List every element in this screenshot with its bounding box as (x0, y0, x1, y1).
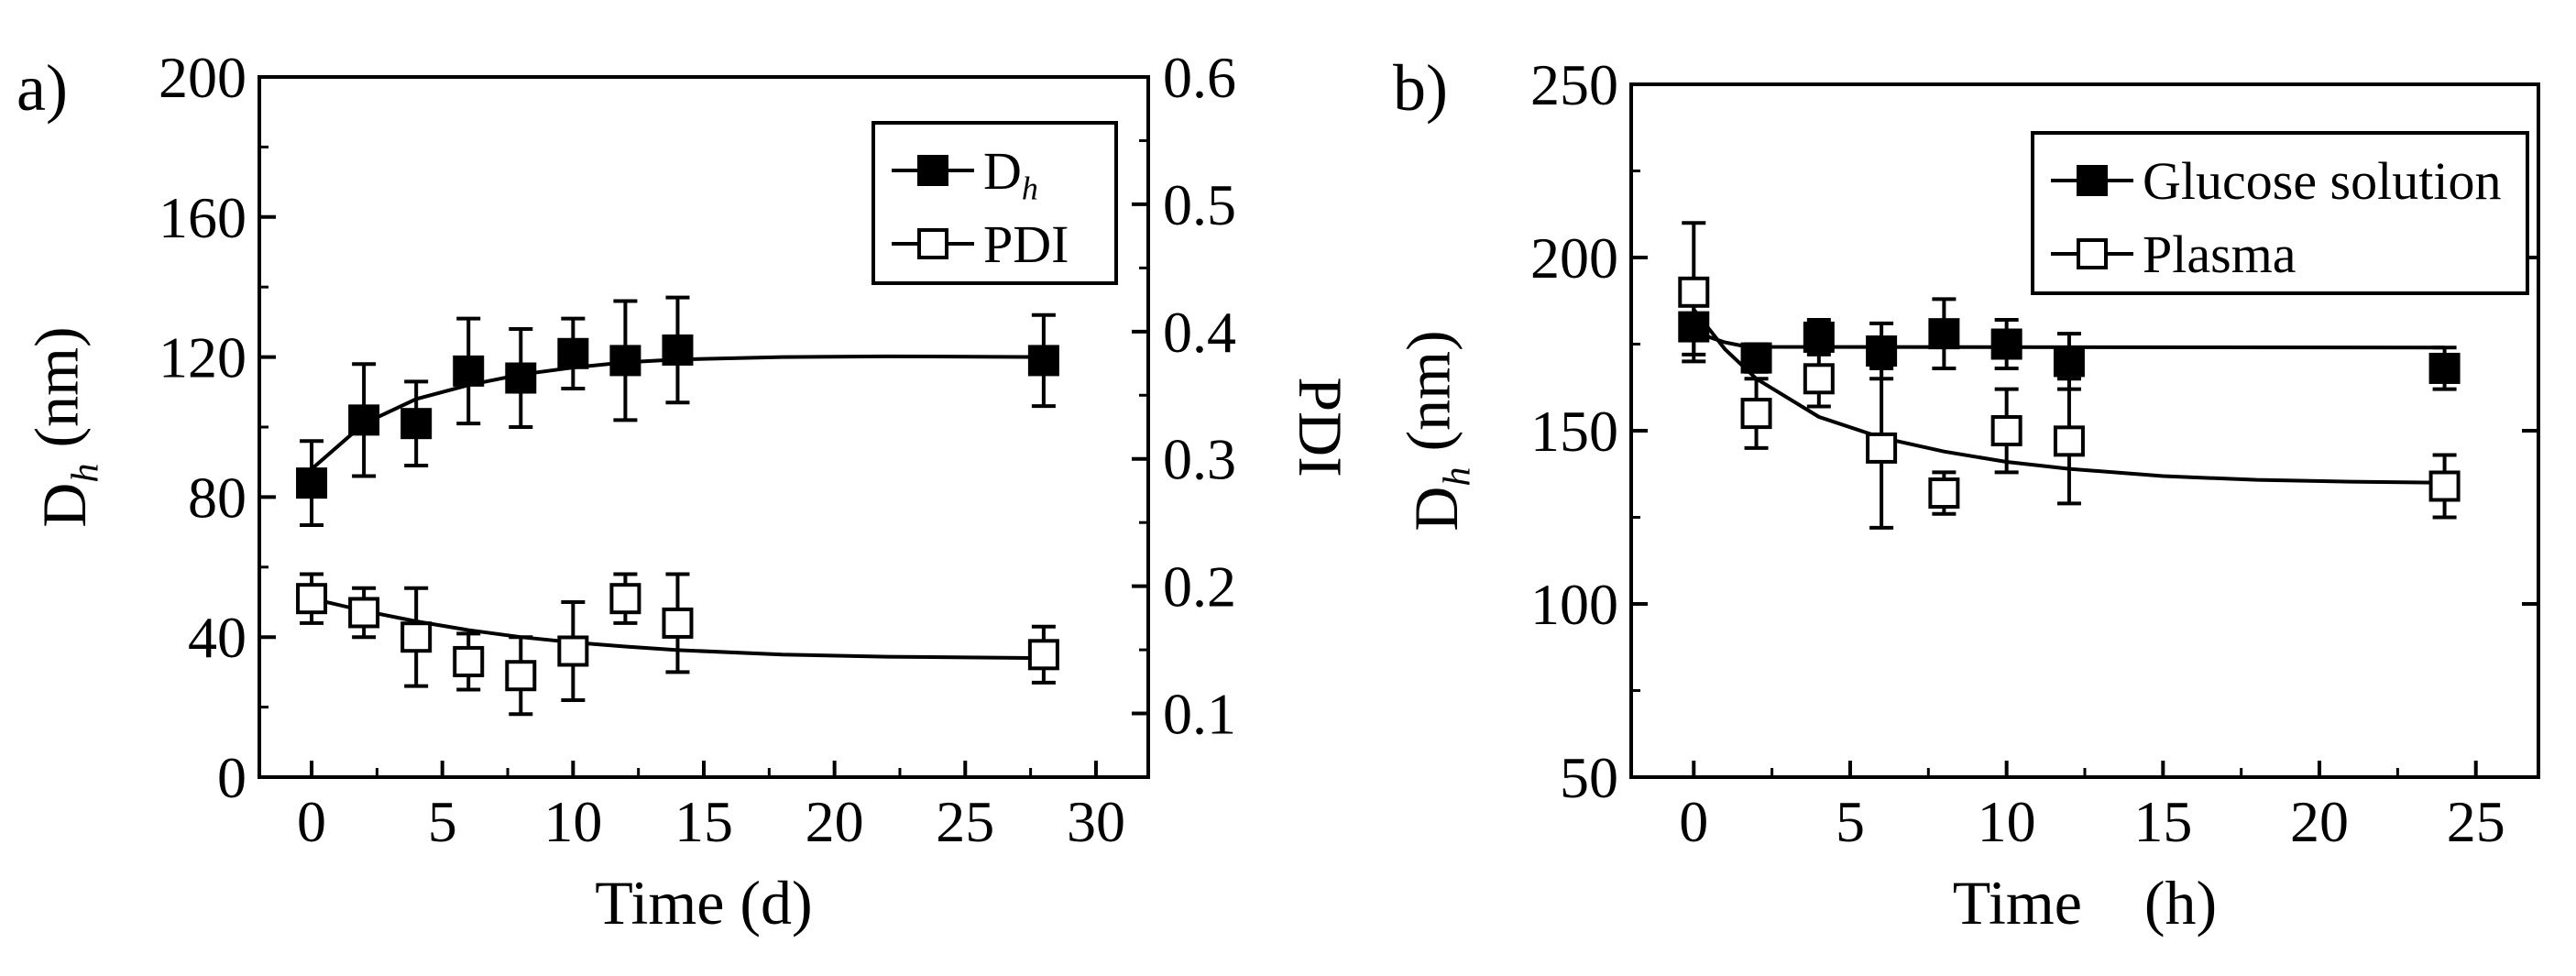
y2-tick-label: 0.2 (1163, 554, 1236, 620)
legend-marker (2077, 238, 2108, 269)
x-tick-label: 15 (2133, 789, 2192, 854)
series-glucose-solution (1678, 297, 2461, 391)
data-point (609, 583, 641, 615)
y-tick-label: 200 (1530, 225, 1618, 291)
y2-tick-label: 0.6 (1163, 45, 1236, 110)
x-tick-label: 5 (428, 789, 457, 854)
y-tick-label: 150 (1530, 399, 1618, 464)
data-point (505, 362, 537, 394)
y2-tick-label: 0.1 (1163, 682, 1236, 747)
data-point (505, 660, 537, 692)
data-point (400, 621, 433, 653)
data-point (1740, 398, 1772, 430)
data-point (2053, 425, 2085, 457)
data-point (400, 408, 433, 440)
data-point (296, 583, 328, 615)
y-tick-label: 100 (1530, 572, 1618, 637)
legend-label: Dh (983, 141, 1038, 207)
panel-label: a) (16, 51, 68, 125)
y-tick-label: 50 (1560, 745, 1618, 810)
x-tick-label: 0 (1679, 789, 1708, 854)
fit-curve (1692, 308, 2445, 485)
chart-panel-a: a) 0 5 10 15 20 25 30 0 40 80 120 160 200 0.1 0.2 0.3 0.4… (16, 45, 1355, 938)
data-point (609, 345, 641, 377)
legend: Glucose solution Plasma (2031, 131, 2529, 295)
panel-label: b) (1393, 51, 1448, 125)
y-tick-label: 160 (159, 185, 247, 250)
data-point (1027, 639, 1059, 671)
data-point (662, 334, 694, 366)
y-axis-label: Dh (nm) (22, 326, 107, 527)
y2-tick-label: 0.3 (1163, 427, 1236, 492)
y-tick-label: 0 (217, 745, 247, 810)
data-point (1990, 328, 2022, 360)
y2-axis-label: PDI (1286, 377, 1355, 477)
x-tick-label: 10 (1978, 789, 2036, 854)
series-d-h (296, 295, 1059, 527)
y-tick-label: 40 (188, 605, 247, 670)
y2-tick-label: 0.4 (1163, 300, 1236, 365)
data-point (1027, 345, 1059, 377)
data-point (1740, 342, 1772, 374)
y2-tick-label: 0.5 (1163, 172, 1236, 237)
legend-label: Glucose solution (2143, 151, 2501, 211)
x-tick-label: 25 (2447, 789, 2505, 854)
data-point (296, 467, 328, 499)
data-point (557, 635, 589, 667)
data-point (348, 404, 380, 436)
x-axis-label: Time (d) (595, 868, 812, 938)
legend: Dh PDI (871, 121, 1118, 285)
series-pdi (296, 572, 1059, 717)
legend-label: Plasma (2143, 225, 2296, 284)
data-point (453, 355, 485, 387)
x-tick-label: 20 (806, 789, 864, 854)
data-point (1928, 477, 1960, 510)
x-tick-label: 25 (936, 789, 994, 854)
series-plasma (1678, 221, 2461, 530)
data-point (2428, 470, 2461, 502)
x-tick-label: 30 (1067, 789, 1125, 854)
y-tick-label: 250 (1530, 52, 1618, 117)
data-point (1803, 321, 1835, 353)
data-point (1866, 335, 1898, 367)
y-axis-label: Dh (nm) (1394, 330, 1479, 531)
y-tick-label: 80 (188, 465, 247, 530)
x-axis-label: Time (h) (1953, 868, 2217, 938)
data-point (1678, 276, 1710, 308)
data-point (348, 597, 380, 629)
legend-box (871, 121, 1118, 285)
legend-marker (2077, 165, 2108, 196)
data-point (662, 607, 694, 639)
legend-label: PDI (983, 214, 1069, 274)
data-point (1990, 415, 2022, 446)
x-tick-label: 5 (1836, 789, 1865, 854)
data-point (1866, 432, 1898, 464)
data-point (1928, 318, 1960, 350)
x-tick-label: 0 (297, 789, 326, 854)
data-point (453, 645, 485, 677)
chart-panel-b: b) 0 5 10 15 20 25 50 100 150 200 250 Time (h) Dh (nm… (1393, 51, 2540, 938)
data-point (1803, 363, 1835, 395)
data-point (557, 337, 589, 369)
y-tick-label: 120 (159, 325, 247, 390)
legend-marker (917, 155, 948, 186)
legend-box (2031, 131, 2529, 295)
x-tick-label: 10 (543, 789, 602, 854)
data-point (2053, 345, 2085, 378)
data-point (2428, 352, 2461, 384)
y-tick-label: 200 (159, 45, 247, 110)
x-tick-label: 15 (674, 789, 733, 854)
x-tick-label: 20 (2290, 789, 2349, 854)
legend-marker (917, 228, 948, 259)
